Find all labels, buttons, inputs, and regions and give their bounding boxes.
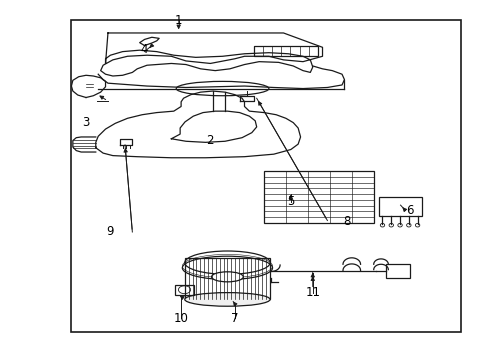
Text: 7: 7 — [230, 311, 238, 325]
Bar — [385, 264, 409, 278]
Text: 6: 6 — [406, 204, 413, 217]
Bar — [71, 21, 461, 332]
Text: 10: 10 — [173, 311, 188, 325]
Text: 8: 8 — [343, 215, 350, 228]
Text: 1: 1 — [175, 14, 182, 27]
Text: 4: 4 — [141, 42, 148, 55]
Text: 11: 11 — [305, 287, 320, 300]
Bar — [378, 197, 421, 216]
Text: 3: 3 — [82, 116, 89, 129]
Text: 9: 9 — [106, 225, 114, 238]
Bar — [254, 45, 317, 56]
Ellipse shape — [211, 272, 243, 282]
Ellipse shape — [184, 293, 269, 306]
Bar — [175, 285, 193, 295]
Bar — [264, 171, 373, 223]
Text: 2: 2 — [206, 134, 214, 147]
Text: 5: 5 — [286, 195, 294, 208]
Bar — [184, 258, 269, 300]
